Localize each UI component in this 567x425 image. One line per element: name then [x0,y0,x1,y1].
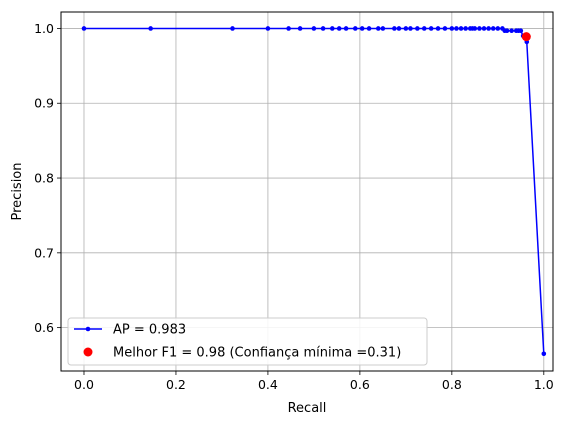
pr-curve-point [408,26,413,31]
pr-curve-point [336,26,342,31]
legend-line-marker [85,326,91,332]
x-tick-label: 0.2 [166,377,186,392]
pr-curve-point [463,26,468,31]
pr-curve-point [81,26,87,31]
pr-curve-point [421,26,427,31]
x-axis-ticks: 0.0 0.2 0.4 0.6 0.8 1.0 [74,371,554,392]
pr-curve-point [352,26,358,31]
pr-curve-point [449,26,455,31]
pr-curve-point [265,26,271,31]
pr-curve-point [392,26,397,31]
y-axis-label: Precision [10,162,25,220]
pr-curve-point [403,26,409,31]
x-tick-label: 0.6 [350,377,370,392]
pr-curve-point [320,26,326,31]
pr-curve-point [366,26,372,31]
plot-frame [60,11,554,372]
y-tick-label: 0.8 [34,171,54,186]
x-tick-label: 1.0 [534,377,554,392]
pr-curve-point [428,26,434,31]
pr-curve-point [509,28,514,33]
pr-curve-point [329,26,335,31]
pr-curve-point [415,26,420,31]
pr-curve-point [541,351,547,357]
pr-curve-point [286,26,291,31]
y-tick-label: 0.6 [34,320,54,335]
x-axis-label: Recall [288,401,327,416]
x-tick-label: 0.4 [258,377,278,392]
pr-curve-point [375,26,381,31]
pr-curve-point [518,28,524,33]
pr-curve-point [380,26,386,31]
pr-curve-point [490,26,496,31]
pr-curve-point [311,26,317,31]
legend: AP = 0.983 Melhor F1 = 0.98 (Confiança m… [67,317,428,366]
pr-curve-point [230,26,235,31]
pr-curve-point [477,26,482,31]
pr-curve-point [495,26,501,31]
x-tick-label: 0.8 [442,377,462,392]
pr-curve-point [454,26,459,31]
pr-curve-point [148,26,153,31]
legend-entry-best-f1: Melhor F1 = 0.98 (Confiança mínima =0.31… [113,346,401,361]
pr-curve-point [486,26,491,31]
legend-scatter-marker [83,347,93,357]
pr-curve-point [435,26,441,31]
pr-curve-point [442,26,448,31]
y-tick-label: 1.0 [34,21,54,36]
pr-curve-point [343,26,349,31]
x-tick-label: 0.0 [74,377,94,392]
pr-curve-point [504,28,510,33]
pr-curve-point [481,26,487,31]
best-f1-point [521,32,531,42]
y-axis-ticks: 0.6 0.7 0.8 0.9 1.0 [34,21,61,335]
pr-curve-point [458,26,464,31]
y-tick-label: 0.9 [34,96,54,111]
pr-curve-point [297,26,303,31]
pr-curve-point [396,26,402,31]
legend-entry-ap: AP = 0.983 [113,323,186,338]
plot-series [81,26,547,357]
legend-box [67,317,428,366]
pr-curve-point [359,26,365,31]
y-tick-label: 0.7 [34,245,54,260]
pr-curve-point [472,26,478,31]
